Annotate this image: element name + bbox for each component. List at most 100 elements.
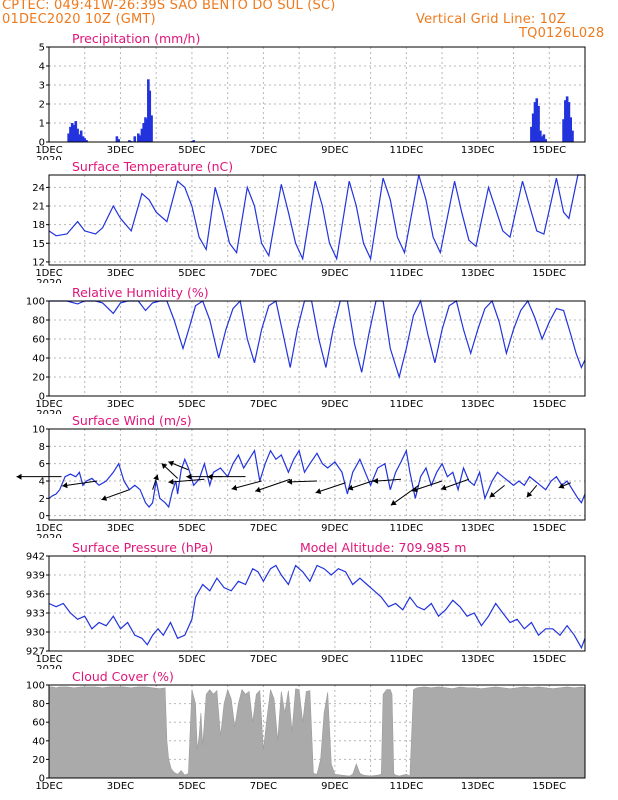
temp-xtick-label: 3DEC bbox=[107, 268, 134, 279]
rh-ytick-label: 0 bbox=[39, 392, 45, 403]
precip-bar bbox=[564, 100, 567, 142]
precip-bar bbox=[539, 130, 542, 142]
cloud-ytick-label: 60 bbox=[32, 718, 45, 729]
rh-xtick-label: 1DEC bbox=[35, 399, 62, 410]
wind-arrow bbox=[347, 478, 378, 490]
wind-arrow-head bbox=[186, 473, 192, 480]
wind-xtick-label: 5DEC bbox=[178, 523, 205, 534]
header-location: CPTEC: 049:41W-26:39S SAO BENTO DO SUL (… bbox=[2, 0, 336, 13]
precip-bar bbox=[128, 140, 131, 142]
wind-arrow-head bbox=[412, 486, 418, 493]
header-grid-note: Vertical Grid Line: 10Z bbox=[416, 12, 566, 27]
rh-ytick-label: 20 bbox=[32, 373, 45, 384]
precip-bar bbox=[78, 134, 81, 142]
precip-bar bbox=[530, 126, 533, 142]
pressure-annotation: Model Altitude: 709.985 m bbox=[300, 540, 466, 555]
pressure-ytick-label: 933 bbox=[26, 609, 45, 620]
rh-plot-border bbox=[48, 300, 586, 397]
precip-xtick-label: 3DEC bbox=[107, 145, 134, 156]
pressure-xtick-label: 5DEC bbox=[178, 654, 205, 665]
cloud-xtick-label: 3DEC bbox=[107, 781, 134, 792]
precip-bar bbox=[69, 126, 72, 142]
precip-plot-border bbox=[48, 46, 586, 143]
precip-ytick-label: 4 bbox=[39, 62, 45, 73]
pressure-series-line bbox=[48, 564, 586, 650]
pressure-ytick-label: 936 bbox=[26, 590, 45, 601]
rh-ytick-label: 80 bbox=[32, 316, 45, 327]
precip-bar bbox=[569, 117, 573, 142]
precip-bar bbox=[115, 136, 119, 142]
pressure-plot-border bbox=[48, 555, 586, 652]
temp-xtick-label: 1DEC bbox=[35, 268, 62, 279]
cloud-title: Cloud Cover (%) bbox=[72, 669, 174, 684]
cloud-xtick-label: 13DEC bbox=[461, 781, 495, 792]
precip-bar bbox=[144, 117, 147, 142]
precip-bar bbox=[562, 119, 565, 142]
cloud-xtick-label: 5DEC bbox=[178, 781, 205, 792]
wind-arrow-head bbox=[373, 477, 379, 484]
precip-bar bbox=[142, 123, 145, 142]
wind-ytick-label: 8 bbox=[39, 442, 45, 453]
wind-arrow-head bbox=[16, 473, 22, 480]
wind-arrow-head bbox=[390, 500, 397, 506]
temp-xtick-label: 5DEC bbox=[178, 268, 205, 279]
wind-arrow-head bbox=[153, 474, 159, 481]
wind-arrow-head bbox=[161, 463, 168, 469]
rh-xtick-label: 3DEC bbox=[107, 399, 134, 410]
temp-plot-frame bbox=[48, 174, 586, 266]
precip-bar bbox=[70, 123, 74, 142]
temp-year-fragment: 2020 bbox=[36, 278, 61, 289]
cloud-ytick-label: 100 bbox=[26, 681, 45, 692]
temp-ytick-label: 21 bbox=[32, 202, 45, 213]
wind-xtick-label: 1DEC bbox=[35, 523, 62, 534]
wind-xtick-label: 13DEC bbox=[461, 523, 495, 534]
precip-bar bbox=[148, 90, 152, 142]
wind-arrow-head bbox=[62, 482, 68, 489]
precip-ytick-label: 3 bbox=[39, 81, 45, 92]
wind-arrow-head bbox=[558, 483, 565, 489]
wind-arrow-head bbox=[440, 484, 447, 491]
precip-bar bbox=[67, 133, 70, 142]
cloud-xtick-label: 1DEC bbox=[35, 781, 62, 792]
wind-arrow-head bbox=[255, 486, 261, 493]
rh-xtick-label: 15DEC bbox=[532, 399, 566, 410]
cloud-ytick-label: 20 bbox=[32, 755, 45, 766]
pressure-year-fragment: 2020 bbox=[36, 664, 61, 675]
wind-ytick-label: 10 bbox=[32, 425, 45, 436]
precip-xtick-label: 9DEC bbox=[321, 145, 348, 156]
precip-bar bbox=[72, 124, 76, 142]
precip-bar bbox=[147, 79, 150, 142]
pressure-xtick-label: 9DEC bbox=[321, 654, 348, 665]
rh-ytick-label: 60 bbox=[32, 335, 45, 346]
wind-arrow bbox=[168, 478, 205, 483]
pressure-ytick-label: 939 bbox=[26, 571, 45, 582]
rh-xtick-label: 13DEC bbox=[461, 399, 495, 410]
precip-year-fragment: 2020 bbox=[36, 155, 61, 166]
precip-ytick-label: 1 bbox=[39, 119, 45, 130]
cloud-ytick-label: 80 bbox=[32, 699, 45, 710]
wind-series-line bbox=[48, 448, 586, 509]
temp-ytick-label: 12 bbox=[32, 257, 45, 268]
wind-arrow bbox=[411, 480, 443, 492]
precip-bar bbox=[81, 136, 85, 142]
precip-bar bbox=[542, 134, 546, 142]
pressure-ytick-label: 927 bbox=[26, 647, 45, 658]
precip-xtick-label: 5DEC bbox=[178, 145, 205, 156]
wind-arrow-head bbox=[526, 491, 533, 498]
precip-bar bbox=[138, 135, 142, 142]
header-model-id: TQ0126L028 bbox=[519, 26, 605, 41]
pressure-title: Surface Pressure (hPa) bbox=[72, 540, 213, 555]
wind-xtick-label: 3DEC bbox=[107, 523, 134, 534]
wind-xtick-label: 9DEC bbox=[321, 523, 348, 534]
temp-xtick-label: 11DEC bbox=[389, 268, 423, 279]
precip-bar bbox=[79, 130, 83, 142]
pressure-xtick-label: 1DEC bbox=[35, 654, 62, 665]
temp-xtick-label: 13DEC bbox=[461, 268, 495, 279]
rh-xtick-label: 5DEC bbox=[178, 399, 205, 410]
temp-series-line bbox=[48, 174, 585, 261]
precip-bar bbox=[531, 113, 535, 142]
rh-title: Relative Humidity (%) bbox=[72, 285, 209, 300]
wind-arrow-head bbox=[101, 495, 108, 501]
precip-plot-frame bbox=[48, 46, 586, 143]
